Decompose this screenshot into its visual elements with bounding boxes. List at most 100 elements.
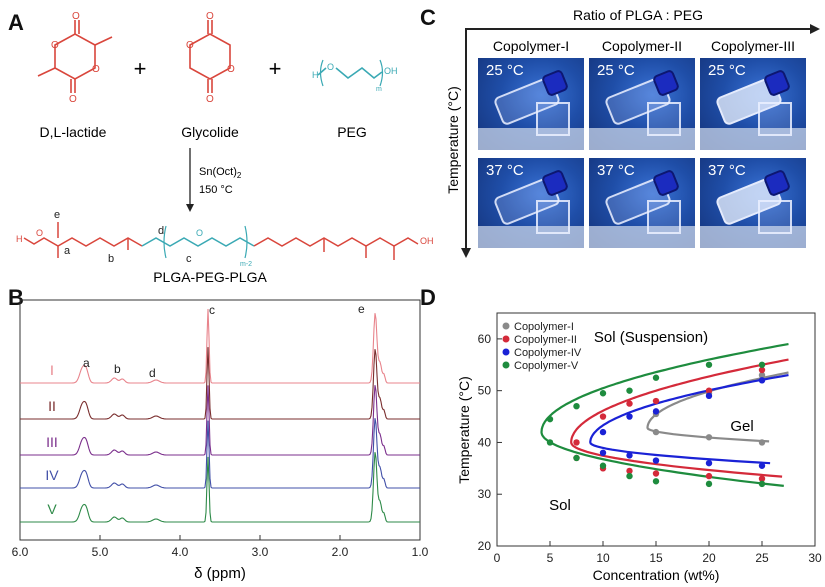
svg-text:H: H xyxy=(16,234,23,244)
nmr-sample-label-ii: II xyxy=(48,398,56,414)
phase-point-copolymer-v xyxy=(705,480,713,488)
nmr-sample-label-v: V xyxy=(47,501,57,517)
chain-site-labels: a b c d e xyxy=(54,209,192,265)
lactide-structure xyxy=(37,20,113,93)
legend-marker xyxy=(502,361,510,369)
phase-curve-copolymer-v xyxy=(540,343,789,487)
photo-copolymer-ii-37c: 37 °C xyxy=(589,158,695,248)
svg-text:a: a xyxy=(64,245,71,257)
photo-temp-label: 37 °C xyxy=(486,162,524,179)
glycolide-atoms: O O O O xyxy=(186,11,235,105)
region-gel-label: Gel xyxy=(730,418,753,435)
photo-copolymer-i-25c: 25 °C xyxy=(478,58,584,150)
nmr-x-axis: 6.0 5.0 4.0 3.0 2.0 1.0 xyxy=(12,535,429,559)
legend-marker xyxy=(502,322,510,330)
nmr-trace-i xyxy=(20,308,420,384)
peak-label-d: d xyxy=(149,366,156,380)
phase-x-tick-label: 0 xyxy=(494,551,501,565)
phase-point-copolymer-v xyxy=(626,472,633,480)
nmr-trace-v xyxy=(20,452,420,523)
reaction-arrow-head xyxy=(186,204,194,212)
phase-point-copolymer-iv xyxy=(758,377,766,384)
nmr-peak-labels: a b d c e xyxy=(83,302,365,380)
svg-text:m: m xyxy=(376,86,382,93)
legend-label-copolymer-v: Copolymer-V xyxy=(514,360,579,372)
phase-point-copolymer-v xyxy=(758,361,766,368)
nmr-x-tick-label: 1.0 xyxy=(412,545,429,559)
peak-label-b: b xyxy=(114,362,121,376)
phase-curves xyxy=(540,343,789,487)
phase-point-copolymer-iv xyxy=(705,392,713,400)
legend-label-copolymer-i: Copolymer-I xyxy=(514,321,574,333)
phase-point-copolymer-i xyxy=(758,439,766,446)
ratio-axis-title: Ratio of PLGA : PEG xyxy=(573,7,703,23)
region-sol-suspension-label: Sol (Suspension) xyxy=(594,329,708,346)
phase-point-copolymer-ii xyxy=(652,470,660,477)
svg-text:O: O xyxy=(227,64,235,75)
svg-text:O: O xyxy=(72,11,80,22)
conditions-label: 150 °C xyxy=(199,184,233,196)
plus-sign-1: + xyxy=(134,56,147,81)
phase-point-copolymer-v xyxy=(573,403,580,410)
nmr-x-tick-label: 2.0 xyxy=(332,545,349,559)
photo-temp-label: 25 °C xyxy=(708,62,746,79)
nmr-x-label: δ (ppm) xyxy=(194,565,246,582)
nmr-trace-iv xyxy=(20,418,420,489)
peak-label-a: a xyxy=(83,356,90,370)
phase-point-copolymer-ii xyxy=(626,467,633,475)
svg-text:O: O xyxy=(196,228,203,238)
phase-point-copolymer-iv xyxy=(705,459,713,467)
peak-label-e: e xyxy=(358,302,365,316)
svg-text:O: O xyxy=(206,94,214,105)
phase-point-copolymer-v xyxy=(626,387,633,394)
photo-copolymer-ii-25c: 25 °C xyxy=(589,58,695,150)
panel-b-letter: B xyxy=(8,285,24,310)
phase-point-copolymer-iv xyxy=(652,457,660,464)
phase-axes: 0 5 10 15 20 25 30 20 30 40 50 60 xyxy=(478,332,822,565)
phase-x-tick-label: 25 xyxy=(755,551,769,565)
nmr-x-tick-label: 3.0 xyxy=(252,545,269,559)
phase-x-tick-label: 30 xyxy=(808,551,822,565)
legend-label-copolymer-iv: Copolymer-IV xyxy=(514,347,582,359)
phase-x-label: Concentration (wt%) xyxy=(593,567,720,583)
glycolide-structure xyxy=(189,20,231,93)
lactide-atoms: O O O O xyxy=(51,11,100,105)
svg-text:OH: OH xyxy=(420,236,434,246)
phase-points xyxy=(546,361,766,488)
phase-y-tick-label: 30 xyxy=(478,487,492,501)
phase-point-copolymer-v xyxy=(705,361,713,368)
phase-curve-copolymer-i xyxy=(646,371,789,443)
svg-text:OH: OH xyxy=(384,66,398,76)
phase-point-copolymer-ii xyxy=(705,472,713,480)
phase-point-copolymer-v xyxy=(652,478,660,485)
column-label-copolymer-ii: Copolymer-II xyxy=(602,38,682,54)
phase-point-copolymer-ii xyxy=(652,397,660,405)
temperature-axis-title: Temperature (°C) xyxy=(445,86,461,194)
phase-point-copolymer-v xyxy=(758,480,766,488)
svg-text:O: O xyxy=(186,40,194,51)
photo-temp-label: 25 °C xyxy=(486,62,524,79)
svg-text:H: H xyxy=(312,70,319,80)
column-label-copolymer-iii: Copolymer-III xyxy=(711,38,795,54)
svg-text:O: O xyxy=(92,64,100,75)
phase-point-copolymer-iv xyxy=(626,452,633,459)
nmr-sample-label-iv: IV xyxy=(45,467,59,483)
panel-a-letter: A xyxy=(8,10,24,35)
photo-temp-label: 37 °C xyxy=(597,162,635,179)
phase-point-copolymer-ii xyxy=(599,413,607,420)
nmr-trace-iii xyxy=(20,385,420,456)
svg-text:e: e xyxy=(54,209,60,221)
region-sol-label: Sol xyxy=(549,497,571,514)
nmr-sample-label-iii: III xyxy=(46,434,58,450)
legend-marker xyxy=(502,348,510,356)
svg-text:O: O xyxy=(327,62,334,72)
phase-point-copolymer-ii xyxy=(705,387,713,394)
photo-temp-label: 25 °C xyxy=(597,62,635,79)
phase-y-label: Temperature (°C) xyxy=(456,376,472,484)
column-label-copolymer-i: Copolymer-I xyxy=(493,38,569,54)
phase-curve-copolymer-iv xyxy=(589,374,789,465)
phase-point-copolymer-v xyxy=(652,374,660,381)
phase-legend: Copolymer-ICopolymer-IICopolymer-IVCopol… xyxy=(502,321,582,372)
panel-d-letter: D xyxy=(420,285,436,310)
